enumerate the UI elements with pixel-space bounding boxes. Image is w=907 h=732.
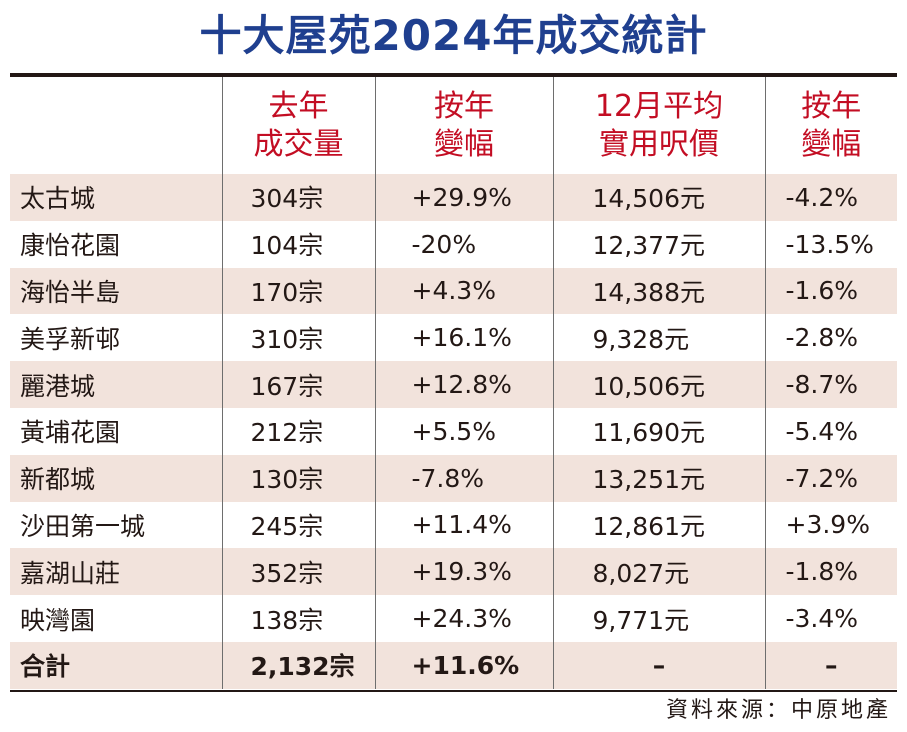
price-cell: 8,027元 xyxy=(552,548,765,596)
volume-cell: 104宗 xyxy=(221,220,375,268)
header-december-avg-price: 12月平均 實用呎價 xyxy=(552,77,765,174)
price-change-cell: -2.8% xyxy=(764,314,897,362)
volume-cell: 170宗 xyxy=(221,267,375,315)
estate-name-cell: 麗港城 xyxy=(10,361,222,408)
volume-cell: 130宗 xyxy=(221,454,375,502)
header-blank xyxy=(10,77,222,174)
price-change-cell: -5.4% xyxy=(764,407,897,455)
estate-name-cell: 黃埔花園 xyxy=(10,407,222,455)
price-change-cell: -3.4% xyxy=(764,595,897,642)
bottom-rule xyxy=(10,690,897,692)
estate-name-cell: 康怡花園 xyxy=(10,220,222,268)
estate-name-cell: 新都城 xyxy=(10,454,222,502)
estate-name-cell: 沙田第一城 xyxy=(10,501,222,549)
price-cell: 10,506元 xyxy=(552,361,765,408)
price-cell: 14,506元 xyxy=(552,174,765,221)
price-change-cell: -4.2% xyxy=(764,174,897,221)
price-cell: 9,328元 xyxy=(552,314,765,362)
table-row: 康怡花園 104宗 -20% 12,377元 -13.5% xyxy=(10,220,897,268)
total-label-cell: 合計 xyxy=(10,641,222,689)
data-table: 去年 成交量 按年 變幅 12月平均 實用呎價 按年 變幅 太古城 304宗 +… xyxy=(10,77,897,689)
header-row: 去年 成交量 按年 變幅 12月平均 實用呎價 按年 變幅 xyxy=(10,77,897,174)
volume-cell: 310宗 xyxy=(221,314,375,362)
header-line: 去年 xyxy=(268,88,329,124)
volume-change-cell: -7.8% xyxy=(374,454,553,502)
estate-name-cell: 嘉湖山莊 xyxy=(10,548,222,596)
estate-name-cell: 海怡半島 xyxy=(10,267,222,315)
table-row: 黃埔花園 212宗 +5.5% 11,690元 -5.4% xyxy=(10,407,897,455)
price-cell: 12,377元 xyxy=(552,220,765,268)
chart-title: 十大屋苑2024年成交統計 xyxy=(199,11,708,60)
header-line: 實用呎價 xyxy=(599,126,719,162)
volume-cell: 245宗 xyxy=(221,501,375,549)
price-cell: 9,771元 xyxy=(552,595,765,642)
volume-change-cell: +11.4% xyxy=(374,501,553,549)
header-line: 變幅 xyxy=(801,126,862,162)
price-change-cell: -7.2% xyxy=(764,454,897,502)
price-cell: 13,251元 xyxy=(552,454,765,502)
total-price-cell: – xyxy=(552,641,765,689)
estate-name-cell: 太古城 xyxy=(10,174,222,221)
price-change-cell: -8.7% xyxy=(764,361,897,408)
header-volume-yoy-change: 按年 變幅 xyxy=(374,77,553,174)
volume-change-cell: +29.9% xyxy=(374,174,553,221)
table-row: 映灣園 138宗 +24.3% 9,771元 -3.4% xyxy=(10,595,897,642)
volume-change-cell: -20% xyxy=(374,220,553,268)
header-line: 12月平均 xyxy=(594,88,724,124)
price-change-cell: -1.8% xyxy=(764,548,897,596)
header-line: 按年 xyxy=(434,88,494,124)
volume-cell: 352宗 xyxy=(221,548,375,596)
price-cell: 14,388元 xyxy=(552,267,765,315)
price-cell: 11,690元 xyxy=(552,407,765,455)
total-volume-change-cell: +11.6% xyxy=(374,641,553,689)
price-change-cell: -13.5% xyxy=(764,220,897,268)
table-row: 麗港城 167宗 +12.8% 10,506元 -8.7% xyxy=(10,361,897,408)
volume-cell: 167宗 xyxy=(221,361,375,408)
header-price-yoy-change: 按年 變幅 xyxy=(764,77,897,174)
price-change-cell: -1.6% xyxy=(764,267,897,315)
volume-change-cell: +24.3% xyxy=(374,595,553,642)
estate-name-cell: 美孚新邨 xyxy=(10,314,222,362)
top-rule xyxy=(10,73,897,77)
volume-cell: 212宗 xyxy=(221,407,375,455)
table-row: 太古城 304宗 +29.9% 14,506元 -4.2% xyxy=(10,174,897,221)
volume-change-cell: +19.3% xyxy=(374,548,553,596)
volume-change-cell: +4.3% xyxy=(374,267,553,315)
price-change-cell: +3.9% xyxy=(764,501,897,549)
estate-name-cell: 映灣園 xyxy=(10,595,222,642)
table-row: 新都城 130宗 -7.8% 13,251元 -7.2% xyxy=(10,454,897,502)
volume-cell: 138宗 xyxy=(221,595,375,642)
total-price-change-cell: – xyxy=(764,641,897,689)
total-volume-cell: 2,132宗 xyxy=(221,641,375,689)
table-row: 海怡半島 170宗 +4.3% 14,388元 -1.6% xyxy=(10,267,897,315)
price-cell: 12,861元 xyxy=(552,501,765,549)
volume-change-cell: +5.5% xyxy=(374,407,553,455)
header-line: 變幅 xyxy=(434,126,494,162)
volume-change-cell: +12.8% xyxy=(374,361,553,408)
volume-cell: 304宗 xyxy=(221,174,375,221)
source-note: 資料來源：中原地產 xyxy=(665,698,891,723)
table-row: 嘉湖山莊 352宗 +19.3% 8,027元 -1.8% xyxy=(10,548,897,596)
volume-change-cell: +16.1% xyxy=(374,314,553,362)
table-row: 沙田第一城 245宗 +11.4% 12,861元 +3.9% xyxy=(10,501,897,549)
total-row: 合計 2,132宗 +11.6% – – xyxy=(10,641,897,689)
table-row: 美孚新邨 310宗 +16.1% 9,328元 -2.8% xyxy=(10,314,897,362)
header-line: 成交量 xyxy=(253,126,344,162)
header-last-year-volume: 去年 成交量 xyxy=(221,77,375,174)
header-line: 按年 xyxy=(801,88,862,124)
